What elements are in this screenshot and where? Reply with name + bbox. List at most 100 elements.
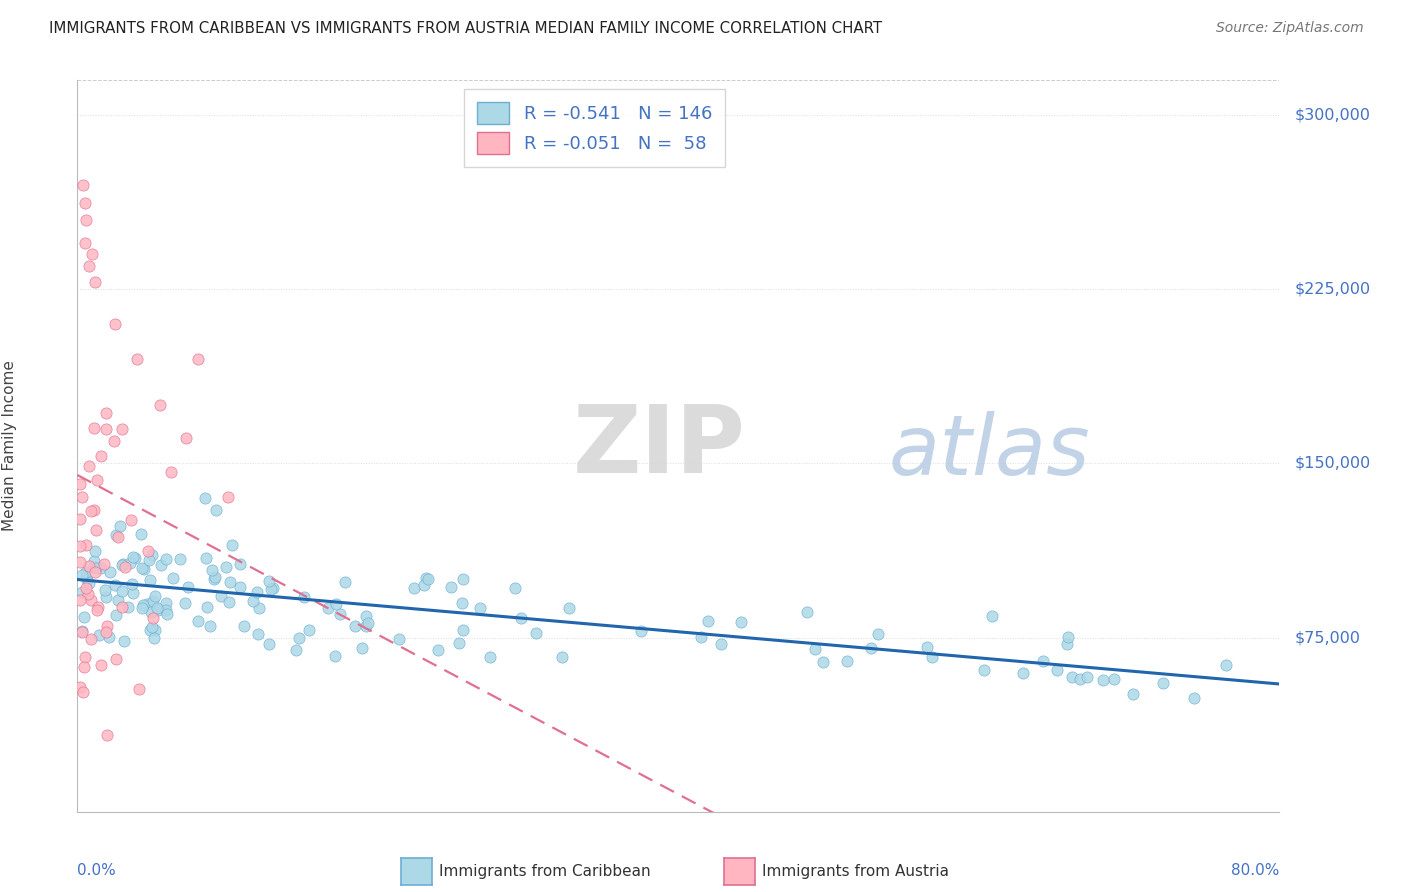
Point: [402, 581, 425, 595]
Point: [94, 582, 117, 597]
Point: [75, 212, 97, 227]
Point: [413, 577, 436, 591]
Point: [1122, 687, 1144, 701]
Point: [69, 477, 91, 491]
Point: [93, 558, 115, 572]
Point: [107, 530, 129, 544]
Point: [82, 247, 104, 261]
Point: [131, 526, 153, 541]
Point: [75, 537, 97, 551]
Point: [204, 570, 226, 584]
Point: [70, 567, 93, 582]
Point: [84, 275, 107, 289]
Point: [1046, 663, 1069, 677]
Point: [730, 615, 752, 629]
Point: [1056, 637, 1078, 651]
Point: [146, 600, 169, 615]
Point: [135, 597, 157, 611]
Point: [176, 431, 198, 445]
Point: [77, 576, 100, 591]
Point: [316, 600, 339, 615]
Point: [122, 585, 145, 599]
Point: [195, 600, 218, 615]
Point: [72, 178, 94, 192]
Point: [257, 574, 280, 588]
Point: [70, 624, 93, 639]
Point: [83, 421, 105, 435]
Point: [143, 632, 166, 646]
Point: [75, 581, 97, 595]
Point: [118, 556, 141, 570]
Point: [155, 552, 177, 566]
Point: [257, 637, 280, 651]
Point: [287, 631, 309, 645]
Point: [128, 681, 150, 696]
Point: [96, 624, 118, 639]
Point: [1062, 670, 1084, 684]
Point: [344, 619, 367, 633]
Point: [70, 490, 93, 504]
Point: [440, 581, 463, 595]
Point: [229, 557, 252, 571]
Point: [98, 565, 121, 579]
Point: [859, 641, 882, 656]
Point: [1091, 673, 1114, 687]
Legend: R = -0.541   N = 146, R = -0.051   N =  58: R = -0.541 N = 146, R = -0.051 N = 58: [464, 89, 724, 167]
Point: [1215, 658, 1237, 673]
Point: [325, 597, 347, 611]
Point: [111, 583, 134, 598]
Point: [96, 422, 118, 436]
Point: [138, 553, 160, 567]
Point: [329, 607, 352, 621]
Point: [333, 574, 356, 589]
Point: [1152, 676, 1174, 690]
Point: [470, 601, 492, 615]
Point: [218, 595, 240, 609]
Point: [131, 601, 153, 615]
Point: [69, 555, 91, 569]
Point: [103, 434, 125, 449]
Point: [131, 560, 153, 574]
Point: [415, 571, 437, 585]
Point: [75, 570, 97, 584]
Text: $150,000: $150,000: [1295, 456, 1371, 471]
Point: [200, 619, 222, 633]
Point: [104, 578, 127, 592]
Point: [217, 490, 239, 504]
Point: [298, 623, 321, 637]
Point: [111, 558, 134, 572]
Point: [509, 611, 531, 625]
Point: [132, 598, 155, 612]
Point: [915, 640, 938, 655]
Point: [86, 473, 108, 487]
Text: atlas: atlas: [889, 411, 1091, 492]
Point: [69, 592, 91, 607]
Point: [1102, 673, 1125, 687]
Point: [451, 573, 474, 587]
Point: [73, 660, 96, 674]
Point: [292, 591, 315, 605]
Point: [124, 551, 146, 566]
Point: [710, 637, 733, 651]
Point: [80, 632, 103, 646]
Point: [204, 503, 226, 517]
Point: [79, 259, 101, 273]
Text: 0.0%: 0.0%: [77, 863, 117, 878]
Point: [835, 654, 858, 668]
Point: [1069, 672, 1091, 686]
Point: [418, 573, 440, 587]
Point: [90, 450, 112, 464]
Point: [83, 560, 105, 574]
Point: [111, 558, 134, 573]
Point: [86, 603, 108, 617]
Point: [796, 605, 818, 619]
Point: [811, 655, 834, 669]
Point: [245, 585, 267, 599]
Point: [426, 643, 449, 657]
Point: [630, 624, 652, 638]
Text: Immigrants from Austria: Immigrants from Austria: [762, 864, 949, 879]
Point: [90, 657, 112, 672]
Point: [260, 582, 283, 596]
Point: [104, 317, 127, 331]
Point: [551, 650, 574, 665]
